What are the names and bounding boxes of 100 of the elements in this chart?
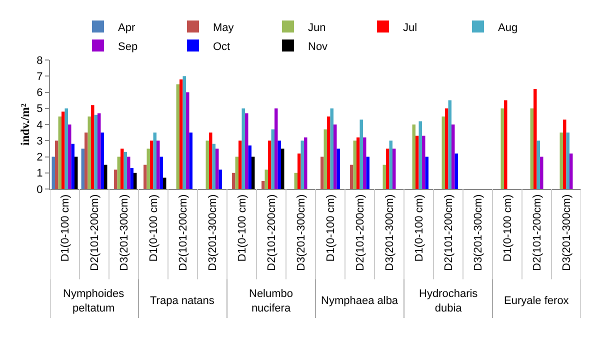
bar [117,156,121,189]
bar [160,156,163,189]
bar [560,132,564,189]
x-tick-label: D1(0-100 cm) [148,194,160,262]
x-tick-label: D1(0-100 cm) [502,194,514,262]
bar [445,108,448,189]
text: Trapa natans [150,295,215,307]
bar [366,156,370,189]
x-tick-label: D3(201-300cm) [118,194,130,271]
bar [540,156,544,189]
y-tick-label: 2 [36,152,43,164]
bar [189,132,192,189]
bar [336,148,340,189]
bar [418,121,422,189]
x-tick-label: D2(101-200cm) [266,194,278,271]
bar [100,132,104,189]
text: Euryale ferox [504,295,570,307]
bar [91,105,94,189]
x-tick-label: D3(201-300cm) [295,194,308,271]
bar [536,140,540,189]
x-tick-label: D2(101-200cm) [531,194,544,271]
x-tick-label: D3(201-300cm) [384,194,396,271]
bar [500,108,504,189]
bar [386,148,390,189]
text: Hydrocharis dubia [419,288,478,314]
x-tick-label: D2(101-200cm) [354,194,366,271]
bar [68,124,72,189]
bar [238,140,242,189]
bar [218,170,222,189]
bar [566,132,570,189]
bar [71,144,74,189]
bar [330,108,334,189]
bar [146,148,150,189]
bar [324,129,327,189]
legend-label: May [213,22,234,34]
bar [120,148,124,189]
bar [412,124,416,189]
bar [248,145,252,189]
bar [212,144,216,189]
bar [278,140,281,189]
bar [150,140,154,189]
y-tick-label: 7 [36,70,43,83]
bar [392,148,396,189]
bar [274,108,278,189]
bar [452,124,455,189]
bar [294,172,298,189]
bar [235,156,239,189]
bar [114,170,118,189]
bar [52,156,56,189]
x-tick-label: D3(201-300cm) [206,194,219,271]
legend-label: Aug [498,22,518,34]
bar [382,164,386,189]
bar [298,154,301,189]
x-tick-label: D1(0-100 cm) [324,194,337,262]
text: Nymphoides peltatum [63,288,125,314]
bar [245,113,248,189]
y-tick-label: 5 [36,103,43,116]
bar [88,116,92,189]
bar [304,137,308,189]
bar [251,156,255,189]
x-tick-label: D1(0-100 cm) [59,194,72,262]
y-tick-label: 0 [36,184,43,196]
bar [320,156,324,189]
bar [448,100,452,189]
bar [180,79,183,189]
bar [353,140,356,189]
y-axis-title: indv./m² [18,103,32,146]
x-tick-label: D2(101-200cm) [442,194,455,271]
bar [98,113,101,189]
x-tick-label: D3(201-300cm) [560,194,573,271]
bar [64,108,68,189]
bar [563,120,566,189]
bar [156,140,160,189]
bar [124,152,127,189]
bar [144,164,147,189]
bar [182,76,186,189]
bar [81,148,85,189]
bar [104,164,108,189]
bar [74,156,78,189]
bar [58,116,62,189]
bar [133,172,137,189]
bar [271,129,274,189]
x-tick-label: D2(101-200cm) [88,194,101,271]
bar [363,137,366,189]
bar [206,140,210,189]
bar [232,172,236,189]
legend-label: Apr [118,22,136,34]
bar [130,168,134,189]
bar [62,112,65,189]
bar [334,124,337,189]
bar [242,108,245,189]
bar [216,148,219,189]
legend-label: Jul [403,22,418,34]
bar [350,164,354,189]
bar [264,170,268,189]
bar [84,132,88,189]
bar [176,84,180,189]
y-tick-label: 3 [36,135,43,148]
legend-label: Nov [308,40,328,53]
bar [153,132,156,189]
